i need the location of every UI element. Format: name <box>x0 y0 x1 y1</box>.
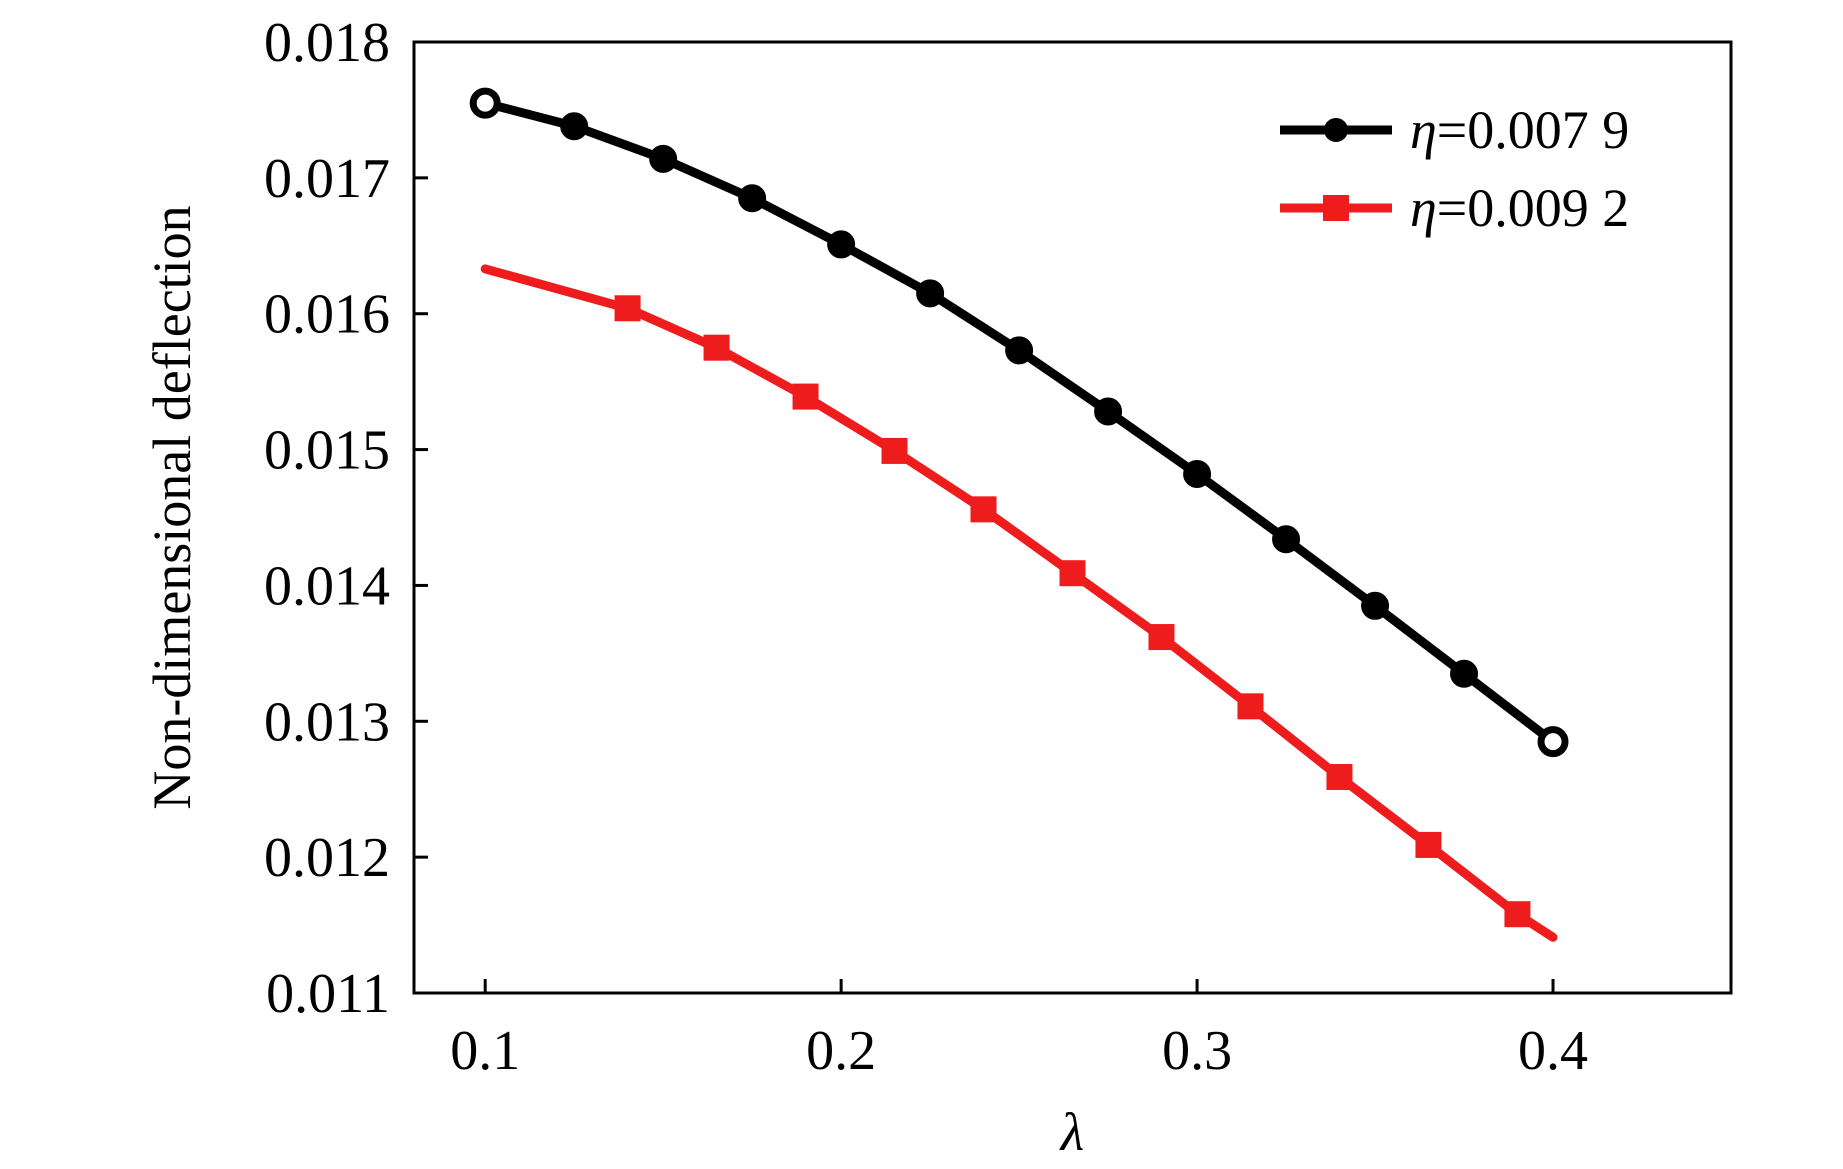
series-line <box>480 98 1558 747</box>
y-tick-label: 0.016 <box>264 284 390 346</box>
y-tick-label: 0.014 <box>264 555 390 617</box>
legend-label: η=0.007 9 <box>1410 100 1629 160</box>
legend-label: η=0.009 2 <box>1410 178 1629 238</box>
legend-marker <box>1323 195 1349 221</box>
y-tick-label: 0.011 <box>266 963 390 1025</box>
data-point <box>1326 763 1353 790</box>
y-axis-ticks: 0.011 0.012 0.013 0.014 0.015 0.016 0.017 0.018 <box>264 12 428 1025</box>
data-point <box>560 112 589 141</box>
data-point <box>1504 901 1531 928</box>
data-point <box>649 144 678 173</box>
data-point <box>1237 693 1264 720</box>
data-point <box>881 437 908 464</box>
data-point <box>1415 831 1442 858</box>
data-point <box>1005 336 1034 365</box>
x-tick-label: 0.1 <box>450 1020 520 1082</box>
data-point <box>1450 659 1479 688</box>
series-line <box>480 264 1558 942</box>
y-tick-label: 0.013 <box>264 691 390 753</box>
x-tick-label: 0.2 <box>806 1020 876 1082</box>
data-point <box>469 87 501 119</box>
x-axis-title: λ <box>1059 1102 1084 1162</box>
x-tick-label: 0.4 <box>1518 1020 1588 1082</box>
data-point <box>738 184 767 213</box>
data-point <box>1148 624 1175 651</box>
series-2 <box>480 264 1558 942</box>
data-point <box>1361 591 1390 620</box>
legend-item: η=0.009 2 <box>1280 178 1629 238</box>
data-point <box>614 295 641 322</box>
legend-item: η=0.007 9 <box>1280 100 1629 160</box>
data-point <box>1059 560 1086 587</box>
y-tick-label: 0.015 <box>264 420 390 482</box>
legend: η=0.007 9 η=0.009 2 <box>1280 100 1629 238</box>
data-point <box>703 334 730 361</box>
y-tick-label: 0.012 <box>264 827 390 889</box>
y-tick-label: 0.017 <box>264 148 390 210</box>
legend-marker <box>1324 118 1348 142</box>
data-point <box>1537 726 1569 758</box>
data-point <box>1272 525 1301 554</box>
plot-frame <box>412 40 1733 995</box>
data-point <box>970 496 997 523</box>
series-layer <box>469 87 1569 942</box>
y-tick-label: 0.018 <box>264 12 390 74</box>
data-point <box>1183 460 1212 489</box>
data-point <box>916 279 945 308</box>
data-point <box>1094 397 1123 426</box>
data-point <box>792 383 819 410</box>
y-axis-title: Non-dimensional deflection <box>142 205 202 809</box>
data-point <box>827 230 856 259</box>
x-tick-label: 0.3 <box>1162 1020 1232 1082</box>
series-1 <box>469 87 1569 758</box>
x-axis-ticks: 0.1 0.2 0.3 0.4 <box>450 979 1588 1082</box>
